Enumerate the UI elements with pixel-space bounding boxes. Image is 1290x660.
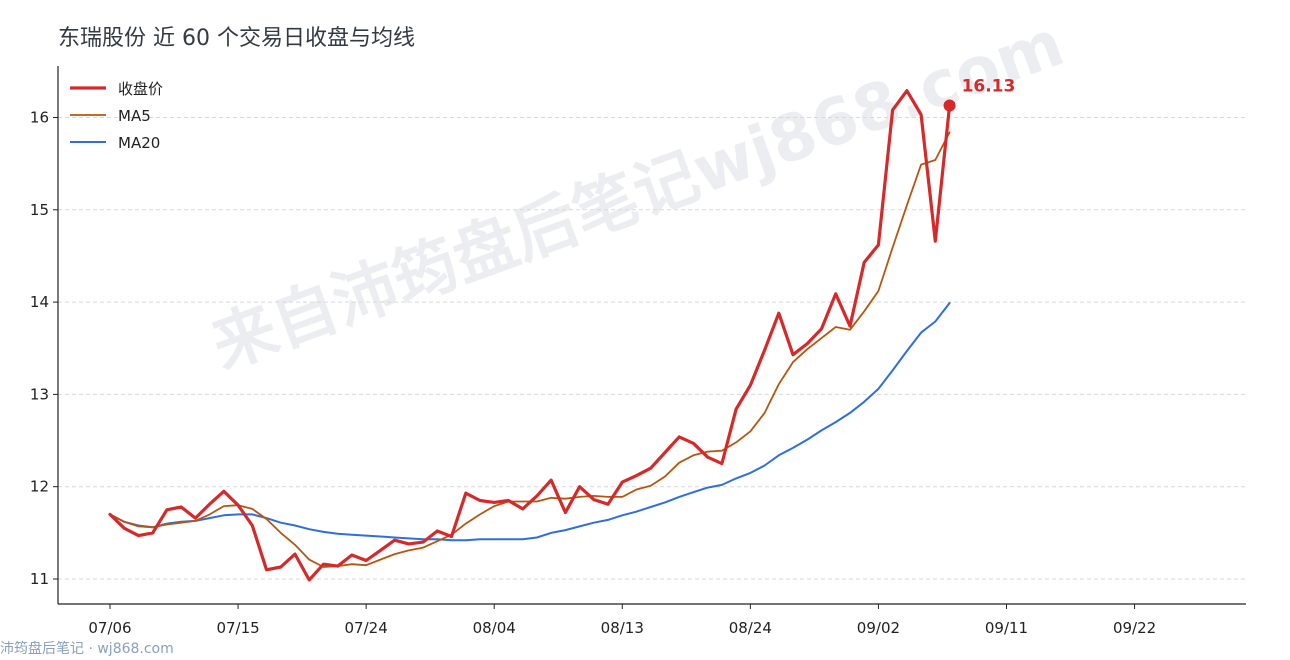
y-tick-label: 15 — [30, 201, 49, 219]
legend: 收盘价 MA5 MA20 — [70, 80, 163, 152]
x-ticks: 07/06 07/15 07/24 08/04 08/13 08/24 09/02 09/11… — [88, 604, 1156, 637]
legend-label: MA5 — [118, 107, 151, 125]
chart-title: 东瑞股份 近 60 个交易日收盘与均线 — [58, 26, 415, 51]
series-close-line — [108, 89, 952, 582]
series: 16.13 — [108, 77, 1016, 582]
y-tick-label: 14 — [30, 293, 49, 311]
y-tick-label: 16 — [30, 109, 49, 127]
x-tick-label: 09/22 — [1113, 619, 1156, 637]
y-tick-label: 13 — [30, 385, 49, 403]
x-tick-label: 07/15 — [216, 619, 259, 637]
series-ma20-line — [109, 302, 951, 542]
footer-credit: 沛筠盘后笔记 · wj868.com — [0, 641, 174, 657]
legend-label: 收盘价 — [118, 80, 163, 98]
y-ticks: 11 12 13 14 15 16 — [30, 109, 58, 588]
x-tick-label: 08/24 — [729, 619, 772, 637]
watermark-text: 来自沛筠盘后笔记wj868.com — [203, 7, 1074, 384]
x-tick-label: 08/04 — [473, 619, 516, 637]
y-tick-label: 12 — [30, 478, 49, 496]
last-close-label: 16.13 — [962, 77, 1016, 97]
y-tick-label: 11 — [30, 570, 49, 588]
x-tick-label: 07/24 — [345, 619, 388, 637]
x-tick-label: 09/11 — [985, 619, 1028, 637]
axes — [57, 66, 1246, 605]
x-tick-label: 09/02 — [857, 619, 900, 637]
legend-label: MA20 — [118, 134, 160, 152]
last-close-point — [943, 99, 956, 112]
gridlines — [58, 117, 1246, 580]
watermark: 来自沛筠盘后笔记wj868.com — [203, 7, 1074, 384]
x-tick-label: 07/06 — [88, 619, 131, 637]
x-tick-label: 08/13 — [601, 619, 644, 637]
